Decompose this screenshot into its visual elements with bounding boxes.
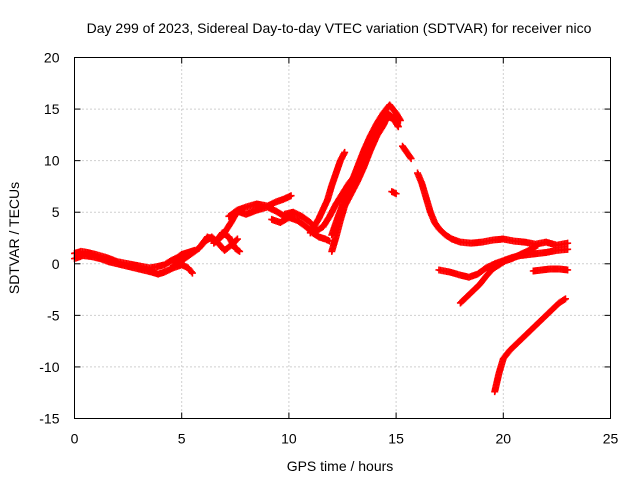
y-tick-label: 5 xyxy=(52,204,60,220)
series-track-i xyxy=(306,148,349,237)
plus-marker xyxy=(187,268,195,276)
plot-frame xyxy=(74,57,611,419)
plus-marker xyxy=(407,155,415,163)
x-tick-label: 5 xyxy=(178,431,186,447)
plus-marker xyxy=(394,123,402,131)
series-track-q xyxy=(491,295,569,396)
series-track-m xyxy=(399,142,415,163)
series-track-f xyxy=(225,192,295,220)
y-tick-label: -15 xyxy=(39,411,59,427)
plus-marker xyxy=(188,269,196,277)
series-track-b xyxy=(71,252,196,278)
plus-marker xyxy=(564,239,572,247)
series-track-n xyxy=(414,169,572,249)
series-track-r xyxy=(529,265,572,275)
chart-title: Day 299 of 2023, Sidereal Day-to-day VTE… xyxy=(87,20,592,36)
plus-marker xyxy=(233,235,241,243)
y-tick-label: 15 xyxy=(44,101,60,117)
data-series xyxy=(71,101,572,396)
plus-marker xyxy=(534,241,542,249)
plus-marker xyxy=(236,247,244,255)
plus-marker xyxy=(532,242,540,250)
series-track-j xyxy=(328,101,404,239)
y-axis-label: SDTVAR / TECUs xyxy=(6,182,22,294)
grid xyxy=(74,57,611,419)
y-tick-label: 0 xyxy=(52,256,60,272)
series-track-p xyxy=(456,241,542,307)
y-tick-label: 20 xyxy=(44,50,60,66)
y-tick-label: -10 xyxy=(39,359,59,375)
x-tick-label: 25 xyxy=(603,431,619,447)
x-tick-label: 10 xyxy=(281,431,297,447)
plus-marker xyxy=(564,245,572,253)
x-axis-label: GPS time / hours xyxy=(287,458,394,474)
plus-marker xyxy=(560,296,568,304)
series-track-k xyxy=(328,112,402,255)
plus-marker xyxy=(341,148,349,156)
y-tick-label: 10 xyxy=(44,153,60,169)
series-track-e xyxy=(210,203,289,247)
x-tick-label: 0 xyxy=(71,431,79,447)
axis-ticks: 0 5 10 15 20 25 -15 -10 -5 0 5 10 15 20 xyxy=(39,50,618,447)
plus-marker xyxy=(287,192,295,200)
x-tick-label: 15 xyxy=(388,431,404,447)
series-track-l xyxy=(388,188,400,198)
plus-marker xyxy=(406,153,414,161)
plus-marker xyxy=(392,190,400,198)
plus-marker xyxy=(564,266,572,274)
y-tick-label: -5 xyxy=(47,307,60,323)
plus-marker xyxy=(561,295,569,303)
x-tick-label: 20 xyxy=(496,431,512,447)
